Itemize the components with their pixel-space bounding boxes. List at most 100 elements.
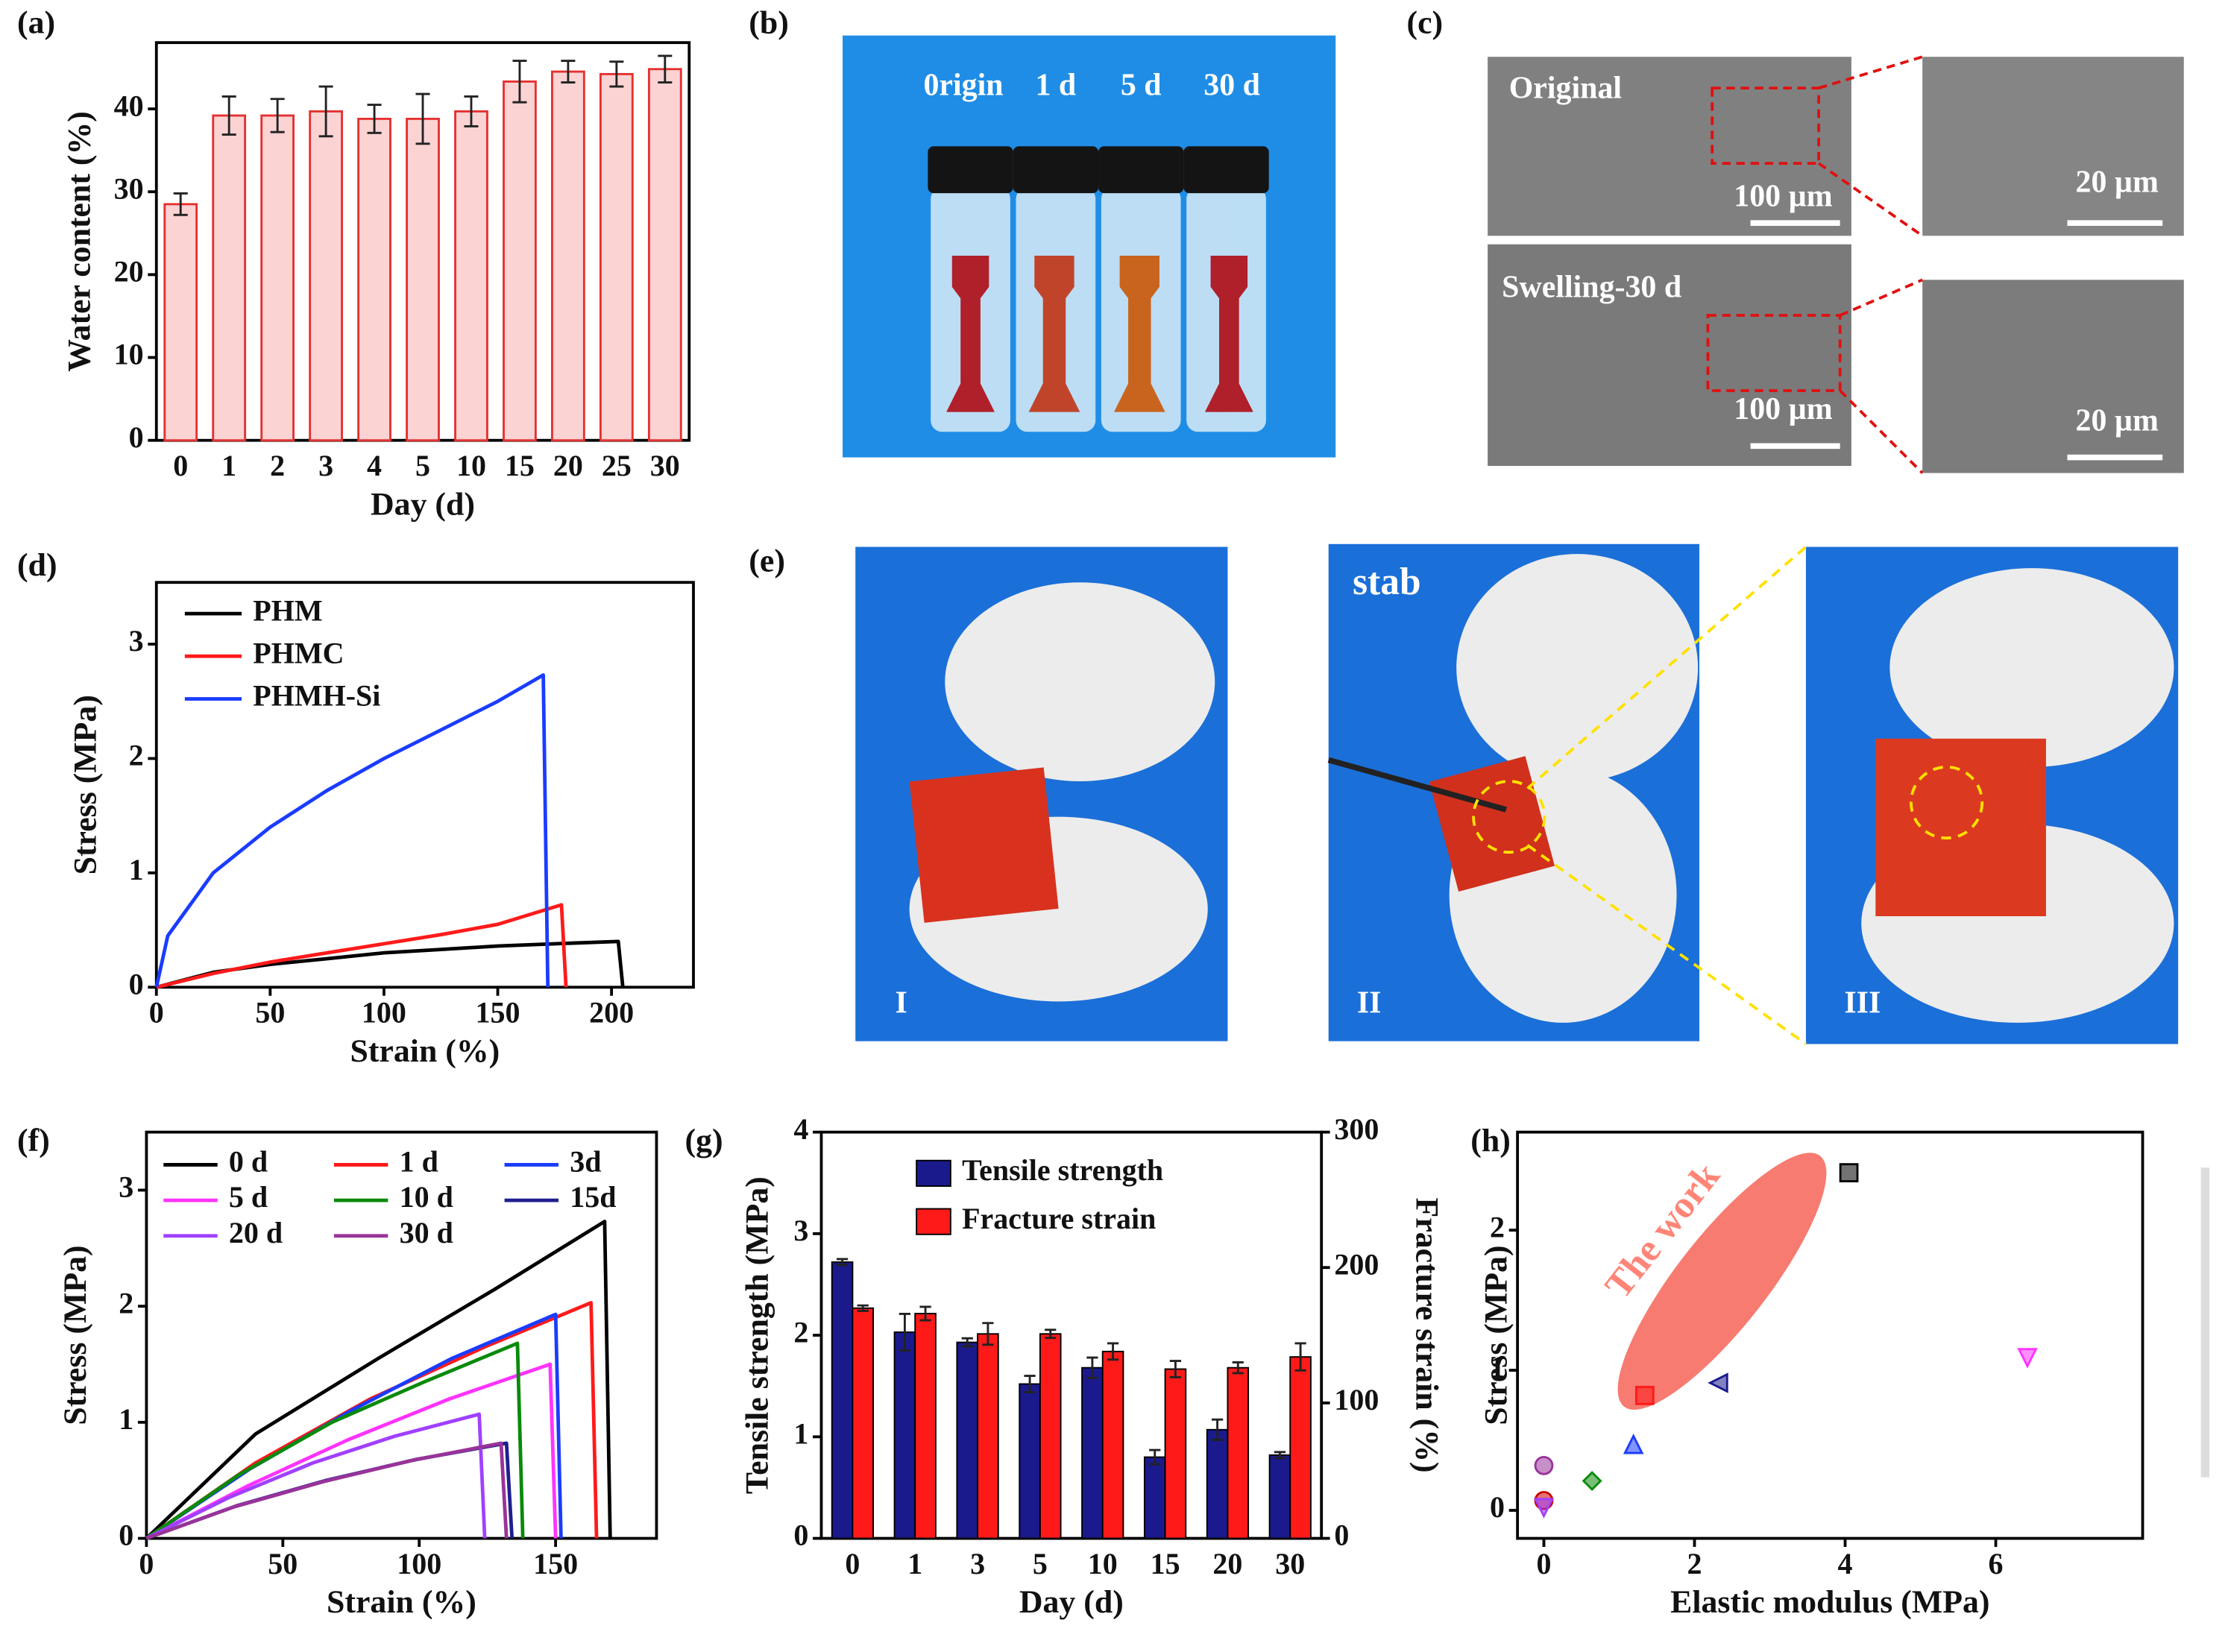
y-tick-label: 0 — [1490, 1490, 1505, 1524]
error-bar — [415, 92, 430, 145]
error-bar — [464, 95, 479, 127]
y-tick-label: 0 — [129, 967, 144, 1000]
x-tick-label: 20 — [1212, 1547, 1242, 1580]
y-tick-label: 2 — [129, 739, 144, 772]
x-axis-title: Day (d) — [371, 486, 475, 522]
scale-label: 100 µm — [1734, 392, 1832, 426]
bar — [1019, 1383, 1041, 1539]
bar — [599, 72, 634, 442]
line-series — [145, 1220, 612, 1540]
bar — [831, 1261, 854, 1539]
scale-label: 20 µm — [2076, 403, 2159, 438]
y-tick-label: 1 — [119, 1402, 133, 1436]
scatter-point — [1534, 1455, 1554, 1475]
x-tick-label: 0 — [173, 449, 188, 482]
line-series — [154, 673, 550, 988]
x-tick-label: 150 — [533, 1547, 578, 1580]
y-tick-label: 2 — [119, 1286, 133, 1320]
error-bar — [1232, 1361, 1244, 1375]
legend-label: 10 d — [400, 1180, 453, 1214]
x-tick-label: 50 — [255, 996, 285, 1030]
x-tick-label: 1 — [907, 1547, 922, 1580]
legend-label: PHMH-Si — [253, 679, 380, 713]
y-axis-title: Stress (MPa) — [1478, 1245, 1514, 1425]
line-series — [145, 1412, 487, 1540]
bar — [647, 68, 682, 442]
sem-c: Original 100 µm 20 µm Swelling-30 d 100 … — [1488, 55, 2184, 474]
error-bar — [1086, 1356, 1098, 1379]
bar — [454, 110, 488, 442]
error-bar — [1024, 1375, 1036, 1393]
photo-label: 1 d — [1036, 69, 1077, 103]
bar — [1164, 1368, 1187, 1539]
x-tick-label: 4 — [1838, 1547, 1853, 1580]
legend-label: Fracture strain — [962, 1202, 1156, 1235]
scatter-point — [1582, 1471, 1602, 1491]
bar — [503, 80, 537, 442]
bar — [357, 117, 391, 442]
x-tick-label: 200 — [589, 996, 634, 1030]
y-tick-label: 3 — [119, 1170, 133, 1204]
error-bar — [836, 1258, 849, 1267]
y-axis-title: Stress (MPa) — [67, 695, 103, 874]
y-tick-label: 40 — [114, 89, 144, 122]
legend-label: 30 d — [400, 1216, 453, 1249]
x-tick-label: 15 — [1151, 1547, 1180, 1580]
x-tick-label: 20 — [553, 449, 583, 482]
y-axis-title: Stress (MPa) — [57, 1245, 93, 1425]
legend-label: 15d — [570, 1180, 616, 1214]
y-axis-title: Tensile strength (MPa) — [740, 1176, 775, 1494]
error-bar — [318, 85, 333, 138]
panel-label: (g) — [685, 1123, 723, 1158]
scatter-point — [1708, 1372, 1728, 1393]
x-tick-label: 25 — [602, 449, 632, 482]
error-bar — [1149, 1448, 1161, 1466]
x-axis-title: Strain (%) — [350, 1033, 500, 1069]
scatter-point — [2017, 1348, 2038, 1369]
error-bar — [961, 1337, 973, 1348]
y-tick-label: 30 — [114, 171, 144, 205]
highlight-ellipse — [1617, 1153, 1827, 1410]
legend-swatch — [916, 1159, 951, 1187]
y-tick-label: 3 — [129, 624, 144, 658]
error-bar — [173, 192, 188, 216]
y-tick-label: 4 — [793, 1112, 808, 1146]
photo-label: 5 d — [1121, 69, 1162, 103]
plot-frame — [145, 1130, 658, 1540]
error-bar — [270, 98, 285, 133]
panel-label: (f) — [17, 1123, 50, 1158]
bar — [1289, 1356, 1312, 1539]
legend-label: 5 d — [229, 1180, 268, 1214]
x-axis-title: Day (d) — [1019, 1584, 1124, 1620]
y2-tick-label: 100 — [1334, 1383, 1379, 1416]
error-bar — [857, 1304, 869, 1312]
bar — [852, 1307, 875, 1539]
error-bar — [367, 104, 382, 134]
y-tick-label: 1 — [1490, 1350, 1505, 1384]
x-tick-label: 0 — [149, 996, 164, 1030]
photo-label: I — [896, 986, 907, 1021]
plot-frame — [154, 581, 695, 989]
bar — [1101, 1350, 1124, 1539]
line-series — [156, 903, 568, 989]
legend-label: 20 d — [229, 1216, 283, 1249]
error-bar — [1211, 1418, 1224, 1441]
error-bar — [1169, 1360, 1182, 1378]
line-series — [145, 1362, 558, 1540]
sem-label: Original — [1509, 72, 1622, 106]
error-bar — [561, 60, 576, 83]
error-bar — [899, 1313, 911, 1352]
sem-label: Swelling-30 d — [1502, 270, 1681, 304]
panel-label: (e) — [749, 543, 785, 579]
photo-b: 0rigin 1 d 5 d 30 d — [843, 35, 1336, 458]
y-tick-label: 1 — [129, 853, 144, 886]
error-bar — [658, 54, 673, 83]
bar — [551, 70, 585, 442]
x-tick-label: 0 — [1536, 1547, 1551, 1580]
bar — [163, 203, 198, 442]
y-tick-label: 0 — [793, 1519, 808, 1552]
bar — [1039, 1333, 1062, 1539]
x-tick-label: 0 — [139, 1547, 154, 1580]
panel-label: (h) — [1470, 1123, 1511, 1158]
